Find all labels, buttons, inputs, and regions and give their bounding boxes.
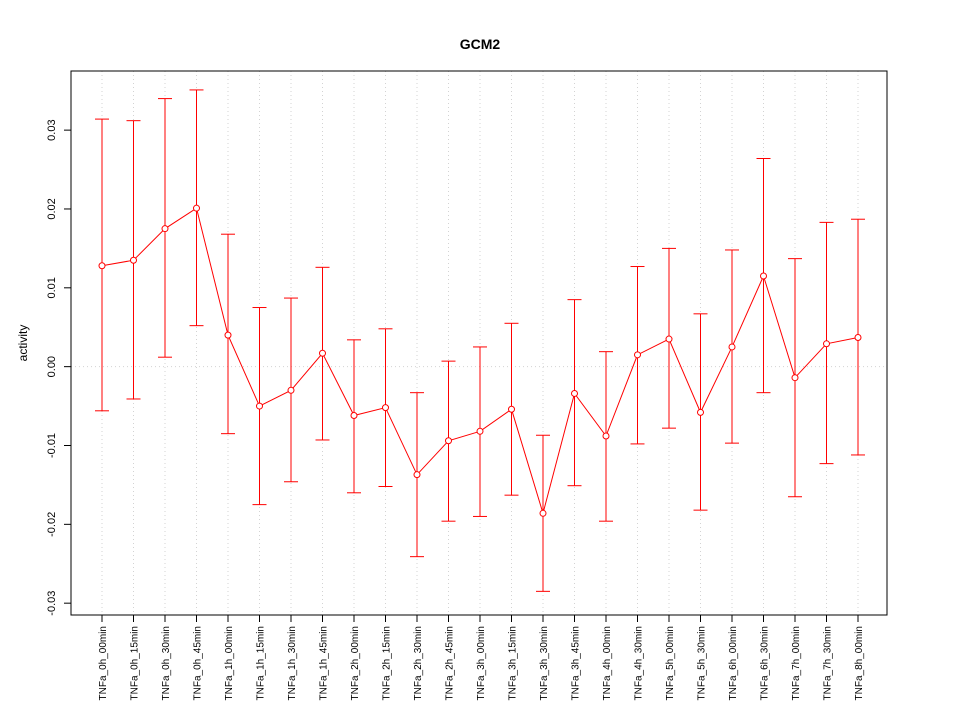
x-tick-label: TNFa_3h_15min — [508, 626, 519, 700]
data-point — [476, 427, 484, 435]
y-tick-label: 0.00 — [46, 356, 58, 377]
data-point — [319, 349, 326, 357]
x-tick-label: TNFa_6h_00min — [728, 626, 739, 700]
grid — [71, 71, 887, 615]
data-point — [634, 351, 641, 359]
x-tick-label: TNFa_2h_00min — [350, 626, 361, 700]
x-tick-label: TNFa_0h_30min — [161, 626, 172, 700]
x-tick-label: TNFa_1h_45min — [319, 626, 330, 700]
x-tick-label: TNFa_1h_00min — [224, 626, 235, 700]
data-point — [823, 340, 830, 348]
data-point — [854, 333, 862, 341]
x-tick-label: TNFa_2h_30min — [413, 626, 424, 700]
y-tick-label: -0.03 — [46, 591, 58, 616]
x-tick-label: TNFa_7h_30min — [823, 626, 834, 700]
data-point — [98, 262, 106, 270]
data-point — [665, 335, 673, 343]
y-axis-label: activity — [16, 325, 30, 362]
data-point — [287, 386, 295, 394]
y-tick-label: -0.02 — [46, 512, 58, 537]
data-point — [193, 204, 200, 212]
x-tick-label: TNFa_8h_00min — [854, 626, 865, 700]
data-point — [130, 256, 137, 264]
x-tick-label: TNFa_4h_00min — [602, 626, 613, 700]
y-tick-label: 0.01 — [46, 277, 58, 298]
data-point — [224, 331, 232, 339]
x-tick-label: TNFa_0h_45min — [193, 626, 204, 700]
x-tick-label: TNFa_7h_00min — [791, 626, 802, 700]
error-bars — [95, 89, 865, 592]
y-tick-label: 0.02 — [46, 198, 58, 219]
y-tick-label: 0.03 — [46, 119, 58, 140]
data-point — [256, 402, 263, 410]
x-tick-label: TNFa_5h_30min — [697, 626, 708, 700]
plot-frame — [70, 70, 888, 616]
chart-title: GCM2 — [460, 36, 501, 52]
data-point — [571, 389, 578, 397]
x-tick-label: TNFa_0h_15min — [130, 626, 141, 700]
x-tick-label: TNFa_2h_45min — [445, 626, 456, 700]
y-axis: -0.03 -0.02 -0.01 0.00 0.01 0.02 0.03 — [46, 119, 72, 616]
data-point — [382, 404, 389, 412]
x-tick-label: TNFa_3h_45min — [571, 626, 582, 700]
data-point — [602, 432, 610, 440]
x-tick-label: TNFa_4h_30min — [634, 626, 645, 700]
x-tick-label: TNFa_0h_00min — [98, 626, 109, 700]
x-tick-label: TNFa_5h_00min — [665, 626, 676, 700]
x-tick-label: TNFa_3h_00min — [476, 626, 487, 700]
data-point — [445, 437, 452, 445]
data-point — [760, 272, 767, 280]
data-point — [697, 408, 704, 416]
series-points — [98, 204, 862, 517]
x-axis: TNFa_0h_00min TNFa_0h_15min TNFa_0h_30min T… — [98, 614, 865, 700]
data-point — [728, 343, 736, 351]
x-tick-label: TNFa_3h_30min — [539, 626, 550, 700]
data-point — [508, 405, 515, 413]
x-tick-label: TNFa_1h_15min — [256, 626, 267, 700]
data-point — [791, 374, 799, 382]
data-point — [539, 509, 547, 517]
y-tick-label: -0.01 — [46, 433, 58, 458]
data-point — [161, 225, 169, 233]
data-point — [413, 471, 421, 479]
x-tick-label: TNFa_2h_15min — [382, 626, 393, 700]
data-point — [350, 412, 358, 420]
x-tick-label: TNFa_1h_30min — [287, 626, 298, 700]
x-tick-label: TNFa_6h_30min — [760, 626, 771, 700]
